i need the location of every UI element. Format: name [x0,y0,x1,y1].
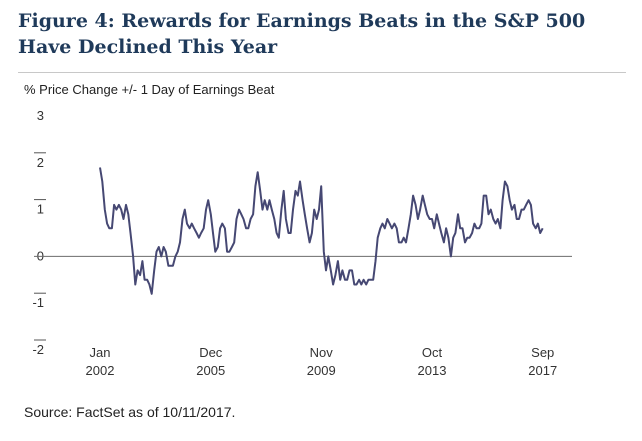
x-tick-label-month: Sep [531,345,554,360]
y-axis-ticks: -2-10123 [32,108,46,357]
x-tick-label-month: Oct [422,345,443,360]
x-tick-label-year: 2017 [528,363,557,378]
y-tick-label: -1 [32,295,44,310]
y-tick-label: 2 [37,155,44,170]
y-tick-label: -2 [32,342,44,357]
x-tick-label-month: Jan [90,345,111,360]
y-axis-label: % Price Change +/- 1 Day of Earnings Bea… [24,82,275,97]
source-note: Source: FactSet as of 10/11/2017. [24,404,236,420]
x-tick-label-year: 2013 [418,363,447,378]
series-group [99,167,544,295]
x-axis-ticks: Jan 2002 Dec 2005 Nov 2009 Oct 2013 Sep 2017 [86,345,558,378]
series-line [99,167,544,295]
x-tick-label-year: 2005 [196,363,225,378]
x-tick-label-month: Nov [310,345,334,360]
x-tick-label-year: 2009 [307,363,336,378]
y-tick-label: 1 [37,202,44,217]
x-tick-label-year: 2002 [86,363,115,378]
title-divider [18,72,626,73]
chart-title: Figure 4: Rewards for Earnings Beats in … [18,10,586,58]
x-tick-label-month: Dec [199,345,223,360]
y-tick-label: 3 [37,108,44,123]
